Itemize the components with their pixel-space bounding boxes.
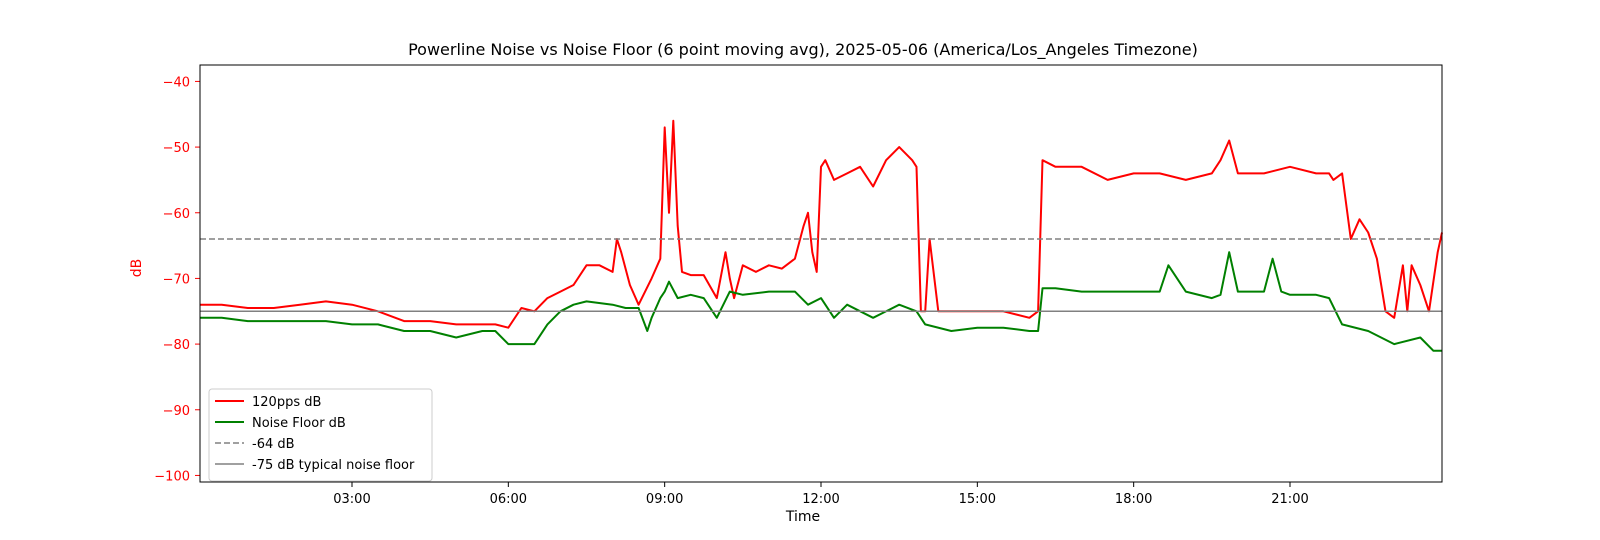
x-tick-label: 18:00 [1115, 492, 1152, 507]
y-tick-label: −80 [163, 338, 190, 353]
x-axis-ticks: 03:00 06:00 09:00 12:00 15:00 18:00 21:00 [333, 482, 1309, 507]
x-tick-label: 21:00 [1271, 492, 1308, 507]
plot-frame [199, 64, 1443, 483]
y-axis-label: dB [129, 259, 145, 278]
y-tick-label: −90 [163, 404, 190, 419]
y-tick-label: −50 [163, 141, 190, 156]
x-tick-label: 03:00 [333, 492, 370, 507]
legend-label: -64 dB [252, 437, 295, 452]
x-tick-label: 09:00 [646, 492, 683, 507]
legend-label: -75 dB typical noise floor [252, 458, 415, 473]
y-axis-ticks: −40 −50 −60 −70 −80 −90 −100 [154, 75, 200, 484]
legend-box [208, 388, 433, 482]
y-tick-label: −60 [163, 207, 190, 222]
legend: 120pps dB Noise Floor dB -64 dB -75 dB typi… [208, 388, 433, 482]
series-120pps-db-line [200, 119, 1443, 329]
y-tick-label: −70 [163, 272, 190, 287]
x-tick-label: 15:00 [959, 492, 996, 507]
x-tick-label: 12:00 [802, 492, 839, 507]
chart-title: Powerline Noise vs Noise Floor (6 point … [408, 40, 1198, 60]
series-layer [200, 119, 1443, 352]
x-tick-label: 06:00 [490, 492, 527, 507]
legend-label: 120pps dB [252, 395, 321, 410]
series-noise-floor-db-line [200, 251, 1442, 352]
x-axis-label: Time [785, 509, 820, 525]
y-tick-label: −100 [154, 469, 190, 484]
legend-label: Noise Floor dB [252, 416, 346, 431]
y-tick-label: −40 [163, 75, 190, 90]
